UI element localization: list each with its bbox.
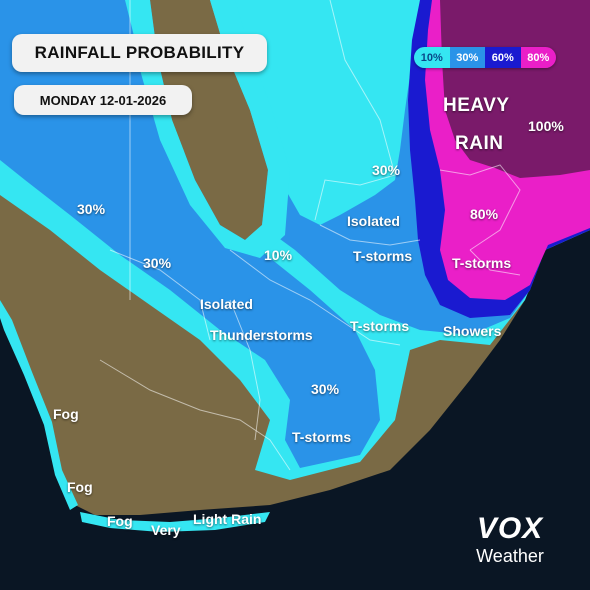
vox-weather-logo: VOX Weather <box>456 513 564 573</box>
label-10pct-center: 10% <box>264 247 293 263</box>
label-fog-3: Fog <box>107 513 133 529</box>
label-tstorms-north: T-storms <box>353 248 413 264</box>
label-very: Very <box>151 522 181 538</box>
label-30pct-mid-west: 30% <box>143 255 172 271</box>
label-tstorms-east: T-storms <box>350 318 410 334</box>
label-30pct-north: 30% <box>372 162 401 178</box>
zone-30pct-west <box>0 0 380 468</box>
label-80pct: 80% <box>470 206 499 222</box>
legend-item-80: 80% <box>520 47 556 68</box>
borders <box>99 0 521 471</box>
vox-logo-word: Weather <box>476 546 544 566</box>
zone-10pct-coast <box>80 512 270 532</box>
label-30pct-south: 30% <box>311 381 340 397</box>
label-fog-1: Fog <box>53 406 79 422</box>
label-tstorms-south: T-storms <box>292 429 352 445</box>
label-tstorms-ne: T-storms <box>452 255 512 271</box>
page-title: RAINFALL PROBABILITY <box>12 34 267 72</box>
legend-item-30: 30% <box>449 47 485 68</box>
legend-item-10: 10% <box>414 47 450 68</box>
date-badge: MONDAY 12-01-2026 <box>14 85 192 115</box>
label-thunderstorms-center: Thunderstorms <box>210 327 313 343</box>
zone-100pct <box>440 0 590 178</box>
label-30pct-west: 30% <box>77 201 106 217</box>
legend-item-60: 60% <box>485 47 521 68</box>
vox-logo-mark: VOX <box>476 512 544 545</box>
label-heavy-rain-1: HEAVY <box>443 95 510 116</box>
label-showers: Showers <box>443 323 502 339</box>
label-100pct: 100% <box>528 118 564 134</box>
label-isolated-north: Isolated <box>347 213 400 229</box>
label-fog-2: Fog <box>67 479 93 495</box>
zone-10pct-westcoast <box>0 300 78 510</box>
label-isolated-center: Isolated <box>200 296 253 312</box>
label-heavy-rain-2: RAIN <box>455 133 504 154</box>
legend: 10% 30% 60% 80% <box>414 47 556 68</box>
label-light-rain: Light Rain <box>193 511 262 527</box>
